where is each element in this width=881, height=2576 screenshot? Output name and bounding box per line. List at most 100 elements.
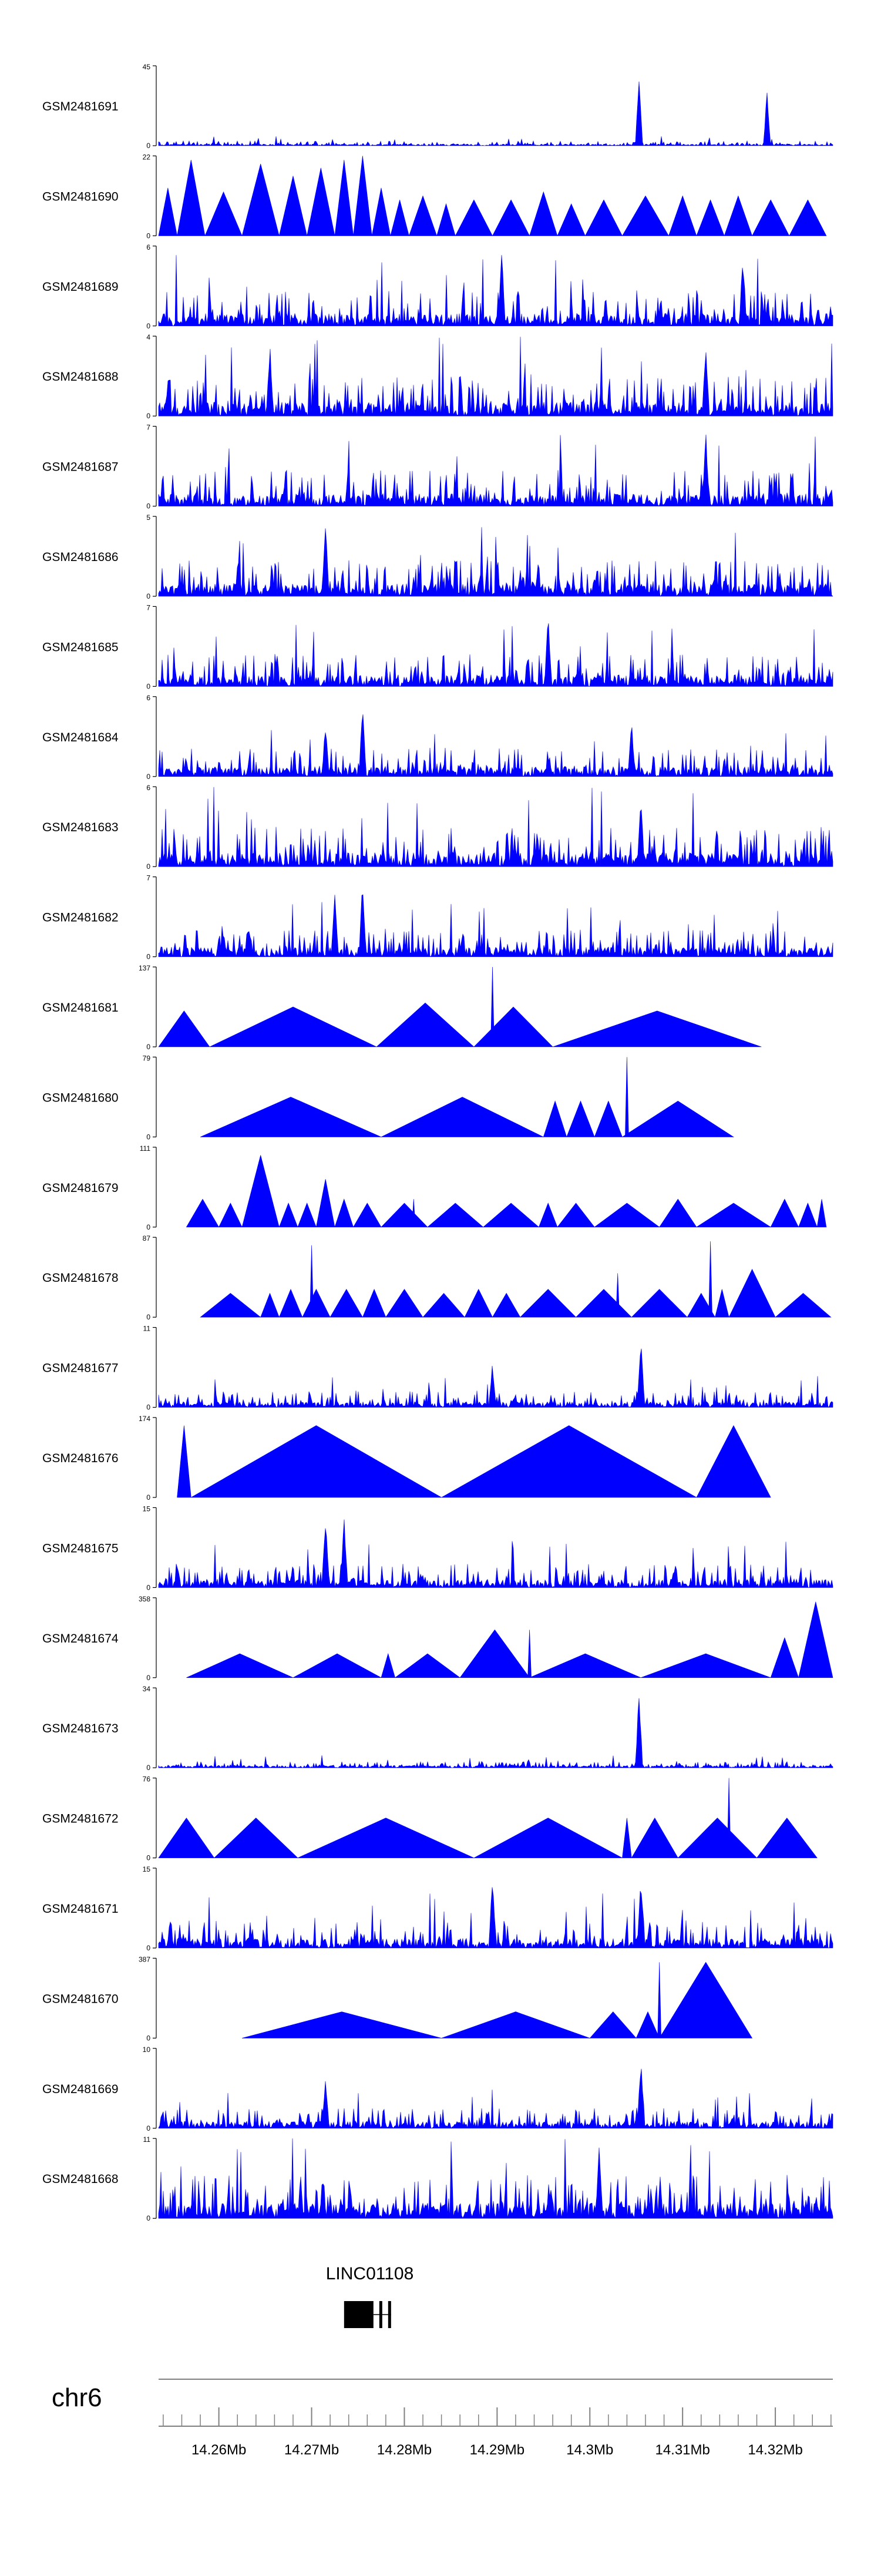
track-label: GSM2481686 xyxy=(42,550,119,564)
y-max-label: 79 xyxy=(143,1054,151,1062)
track-label: GSM2481682 xyxy=(42,911,119,925)
coverage-area xyxy=(158,434,833,507)
y-min-label: 0 xyxy=(146,1944,150,1952)
coverage-area xyxy=(242,1962,753,2038)
y-max-label: 45 xyxy=(143,63,151,71)
y-min-label: 0 xyxy=(146,502,150,511)
track-label: GSM2481683 xyxy=(42,821,119,834)
y-max-label: 22 xyxy=(143,153,151,161)
track-label: GSM2481690 xyxy=(42,190,119,203)
track-GSM2481689: GSM2481689 6 0 xyxy=(42,243,833,330)
y-min-label: 0 xyxy=(146,322,150,330)
track-GSM2481678: GSM2481678 87 0 xyxy=(42,1234,832,1321)
y-min-label: 0 xyxy=(146,1854,150,1862)
y-max-label: 387 xyxy=(139,1955,150,1963)
y-max-label: 174 xyxy=(139,1415,150,1423)
coverage-area xyxy=(158,1519,833,1588)
track-GSM2481682: GSM2481682 7 0 xyxy=(42,874,833,961)
track-GSM2481668: GSM2481668 11 0 xyxy=(42,2135,833,2222)
gene-label: LINC01108 xyxy=(326,2264,414,2283)
track-label: GSM2481668 xyxy=(42,2172,119,2186)
y-max-label: 11 xyxy=(143,1325,151,1333)
track-label: GSM2481669 xyxy=(42,2083,119,2096)
y-min-label: 0 xyxy=(146,231,150,240)
track-label: GSM2481691 xyxy=(42,100,119,113)
track-label: GSM2481684 xyxy=(42,731,119,744)
track-label: GSM2481678 xyxy=(42,1271,119,1285)
x-tick-label: 14.28Mb xyxy=(377,2442,432,2458)
coverage-area xyxy=(158,714,833,777)
y-min-label: 0 xyxy=(146,682,150,690)
y-min-label: 0 xyxy=(146,1043,150,1051)
track-label: GSM2481680 xyxy=(42,1091,119,1104)
y-min-label: 0 xyxy=(146,1223,150,1231)
track-GSM2481676: GSM2481676 174 0 xyxy=(42,1415,771,1502)
y-max-label: 87 xyxy=(143,1234,151,1242)
coverage-area xyxy=(186,1601,833,1678)
track-GSM2481675: GSM2481675 15 0 xyxy=(42,1504,833,1591)
track-GSM2481686: GSM2481686 5 0 xyxy=(42,513,833,600)
track-GSM2481671: GSM2481671 15 0 xyxy=(42,1865,833,1952)
y-min-label: 0 xyxy=(146,1764,150,1772)
coverage-area xyxy=(158,337,833,417)
y-min-label: 0 xyxy=(146,1674,150,1682)
x-tick-label: 14.32Mb xyxy=(748,2442,802,2458)
track-GSM2481674: GSM2481674 358 0 xyxy=(42,1595,833,1682)
x-tick-label: 14.26Mb xyxy=(191,2442,246,2458)
coverage-area xyxy=(158,1348,833,1408)
track-GSM2481670: GSM2481670 387 0 xyxy=(42,1955,753,2042)
track-label: GSM2481687 xyxy=(42,461,119,474)
track-GSM2481669: GSM2481669 10 0 xyxy=(42,2046,833,2132)
y-max-label: 7 xyxy=(146,874,150,882)
y-max-label: 4 xyxy=(146,333,150,341)
track-GSM2481690: GSM2481690 22 0 xyxy=(42,153,827,240)
coverage-area xyxy=(158,1778,818,1858)
y-min-label: 0 xyxy=(146,2214,150,2222)
gene-exon-block xyxy=(344,2301,374,2328)
coverage-area xyxy=(158,1887,833,1949)
y-max-label: 111 xyxy=(140,1144,151,1153)
x-tick-label: 14.29Mb xyxy=(470,2442,524,2458)
y-max-label: 11 xyxy=(143,2135,151,2144)
y-min-label: 0 xyxy=(146,1313,150,1321)
track-GSM2481684: GSM2481684 6 0 xyxy=(42,694,833,781)
track-label: GSM2481675 xyxy=(42,1541,119,1555)
y-max-label: 15 xyxy=(143,1865,151,1873)
track-label: GSM2481670 xyxy=(42,1992,119,2006)
y-max-label: 7 xyxy=(146,424,150,432)
gene-track: LINC01108 xyxy=(326,2264,414,2328)
track-GSM2481687: GSM2481687 7 0 xyxy=(42,424,833,511)
track-label: GSM2481671 xyxy=(42,1902,119,1916)
coverage-area xyxy=(200,1241,832,1318)
coverage-area xyxy=(158,2138,833,2219)
y-max-label: 7 xyxy=(146,603,150,612)
track-label: GSM2481688 xyxy=(42,370,119,384)
coverage-area xyxy=(200,1057,735,1137)
coverage-area xyxy=(186,1155,827,1228)
track-label: GSM2481677 xyxy=(42,1362,119,1375)
y-min-label: 0 xyxy=(146,1493,150,1502)
y-max-label: 6 xyxy=(146,784,150,792)
chromosome-label: chr6 xyxy=(52,2383,102,2412)
y-max-label: 15 xyxy=(143,1504,151,1513)
y-min-label: 0 xyxy=(146,773,150,781)
track-GSM2481691: GSM2481691 45 0 xyxy=(42,63,833,150)
coverage-area xyxy=(158,156,827,236)
x-tick-label: 14.27Mb xyxy=(284,2442,339,2458)
track-GSM2481685: GSM2481685 7 0 xyxy=(42,603,833,690)
y-min-label: 0 xyxy=(146,953,150,961)
y-max-label: 5 xyxy=(146,513,150,522)
y-min-label: 0 xyxy=(146,142,150,150)
y-max-label: 34 xyxy=(143,1685,151,1693)
coverage-area xyxy=(158,787,833,867)
y-min-label: 0 xyxy=(146,862,150,871)
coverage-area xyxy=(177,1425,771,1498)
track-GSM2481672: GSM2481672 76 0 xyxy=(42,1775,818,1862)
track-label: GSM2481676 xyxy=(42,1452,119,1465)
track-GSM2481680: GSM2481680 79 0 xyxy=(42,1054,735,1141)
y-max-label: 137 xyxy=(139,964,150,972)
track-label: GSM2481681 xyxy=(42,1001,119,1015)
